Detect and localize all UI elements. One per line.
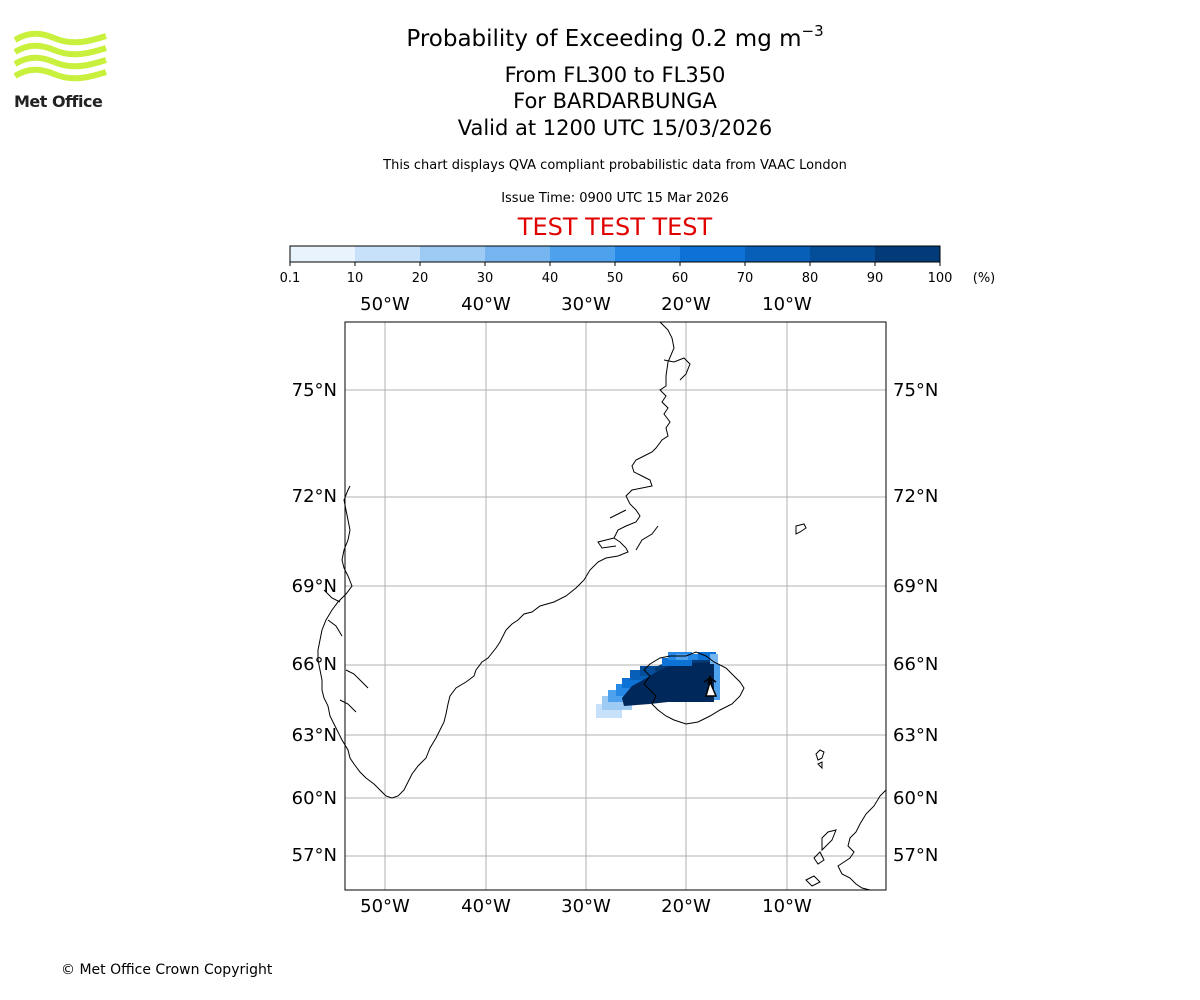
copyright-notice: © Met Office Crown Copyright — [61, 962, 273, 978]
lon-label: 50°W — [360, 294, 410, 315]
lon-labels-bottom: 50°W 40°W 30°W 20°W 10°W — [360, 896, 812, 917]
lat-label: 60°N — [292, 788, 337, 809]
colorbar-tick-label: 80 — [802, 271, 819, 286]
lat-label: 63°N — [893, 725, 938, 746]
logo-text: Met Office — [14, 92, 103, 111]
chart-title: Probability of Exceeding 0.2 mg m−3 — [0, 22, 1200, 52]
colorbar-cell — [290, 246, 355, 262]
met-office-logo: Met Office — [13, 30, 108, 112]
colorbar-cell — [875, 246, 940, 262]
colorbar-tick-label: 70 — [737, 271, 754, 286]
lat-label: 75°N — [893, 380, 938, 401]
lat-label: 57°N — [893, 845, 938, 866]
lon-label: 40°W — [461, 294, 511, 315]
colorbar-cell — [745, 246, 810, 262]
colorbar-tick-label: 20 — [412, 271, 429, 286]
colorbar-tick-label: 10 — [347, 271, 364, 286]
map-frame — [344, 321, 887, 891]
colorbar-tick-label: 50 — [607, 271, 624, 286]
lat-label: 60°N — [893, 788, 938, 809]
map: 50°W 40°W 30°W 20°W 10°W 50°W 40°W 30°W … — [292, 294, 939, 917]
valid-time: Valid at 1200 UTC 15/03/2026 — [457, 116, 773, 140]
colorbar-cell — [355, 246, 420, 262]
lat-labels-right: 75°N 72°N 69°N 66°N 63°N 60°N 57°N — [893, 380, 938, 866]
lat-label: 57°N — [292, 845, 337, 866]
lon-label: 50°W — [360, 896, 410, 917]
lon-labels-top: 50°W 40°W 30°W 20°W 10°W — [360, 294, 812, 315]
colorbar-tick-label: 0.1 — [280, 271, 301, 286]
volcano-name: For BARDARBUNGA — [513, 89, 717, 113]
lat-label: 75°N — [292, 380, 337, 401]
lon-label: 20°W — [661, 294, 711, 315]
colorbar-tick-label: 60 — [672, 271, 689, 286]
colorbar: 0.1 10 20 30 40 50 60 70 80 90 100 (%) — [280, 245, 996, 286]
logo-waves-icon — [13, 30, 107, 82]
lat-label: 63°N — [292, 725, 337, 746]
lon-label: 20°W — [661, 896, 711, 917]
issue-time: Issue Time: 0900 UTC 15 Mar 2026 — [501, 191, 729, 206]
colorbar-tick-label: 40 — [542, 271, 559, 286]
lon-label: 30°W — [561, 294, 611, 315]
colorbar-cell — [810, 246, 875, 262]
colorbar-ticks: 0.1 10 20 30 40 50 60 70 80 90 100 — [280, 262, 953, 286]
gridlines — [345, 322, 886, 890]
colorbar-unit: (%) — [973, 271, 996, 286]
lon-label: 10°W — [762, 294, 812, 315]
lon-label: 30°W — [561, 896, 611, 917]
lat-label: 72°N — [292, 486, 337, 507]
lon-label: 40°W — [461, 896, 511, 917]
chart-title-exponent: −3 — [801, 22, 824, 40]
colorbar-cell — [485, 246, 550, 262]
colorbar-tick-label: 90 — [867, 271, 884, 286]
coastlines — [317, 321, 887, 891]
lon-label: 10°W — [762, 896, 812, 917]
ash-plume — [596, 652, 720, 718]
colorbar-cell — [550, 246, 615, 262]
colorbar-tick-label: 30 — [477, 271, 494, 286]
flight-levels: From FL300 to FL350 — [504, 63, 726, 87]
colorbar-tick-label: 100 — [928, 271, 953, 286]
test-banner: TEST TEST TEST — [517, 213, 713, 241]
colorbar-cell — [615, 246, 680, 262]
volcano-icon — [703, 675, 718, 697]
lat-label: 66°N — [893, 654, 938, 675]
lat-label: 72°N — [893, 486, 938, 507]
chart-title-text: Probability of Exceeding 0.2 mg m — [406, 26, 802, 52]
lat-labels-left: 75°N 72°N 69°N 66°N 63°N 60°N 57°N — [292, 380, 337, 866]
chart-description: This chart displays QVA compliant probab… — [383, 158, 847, 173]
colorbar-cell — [680, 246, 745, 262]
lat-label: 69°N — [893, 576, 938, 597]
colorbar-cell — [420, 246, 485, 262]
lat-label: 66°N — [292, 654, 337, 675]
lat-label: 69°N — [292, 576, 337, 597]
colorbar-cells — [290, 246, 940, 262]
